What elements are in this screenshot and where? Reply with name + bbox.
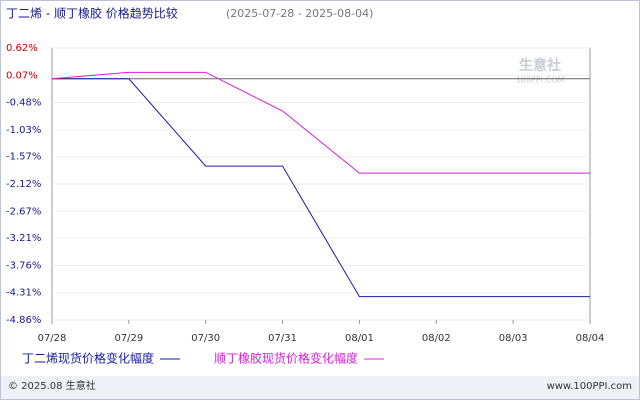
x-tick-label: 07/31 [268,333,297,344]
watermark: 生意社 [519,57,561,74]
y-tick-label: -1.03% [6,125,41,136]
y-tick-label: -0.48% [6,98,41,109]
series-line [51,71,590,174]
legend-label: 顺丁橡胶现货价格变化幅度 [214,351,358,366]
series-line [52,78,590,298]
y-tick-label: -4.31% [6,288,41,299]
footer-left: © 2025.08 生意社 [8,379,96,392]
y-tick-label: 0.62% [6,43,38,54]
x-tick-label: 08/03 [499,333,528,344]
x-tick-label: 07/29 [114,333,143,344]
y-tick-label: -4.86% [6,315,41,326]
footer-band [1,376,639,399]
x-tick-label: 08/04 [576,333,605,344]
x-tick-label: 08/02 [422,333,451,344]
y-tick-label: -3.21% [6,233,41,244]
y-tick-label: -2.67% [6,206,41,217]
x-tick-label: 07/30 [191,333,220,344]
x-tick-label: 08/01 [345,333,374,344]
chart-title: 丁二烯 - 顺丁橡胶 价格趋势比较 [6,6,178,21]
chart-subtitle: (2025-07-28 - 2025-08-04) [226,7,373,20]
x-tick-label: 07/28 [38,333,67,344]
legend-label: 丁二烯现货价格变化幅度 [22,351,154,366]
y-tick-label: -2.12% [6,179,41,190]
y-tick-label: -1.57% [6,152,41,163]
y-tick-label: -3.76% [6,260,41,271]
y-tick-label: 0.07% [6,70,38,81]
footer-right: www.100PPI.com [547,381,632,392]
watermark: 100PPI.COM [516,76,565,85]
